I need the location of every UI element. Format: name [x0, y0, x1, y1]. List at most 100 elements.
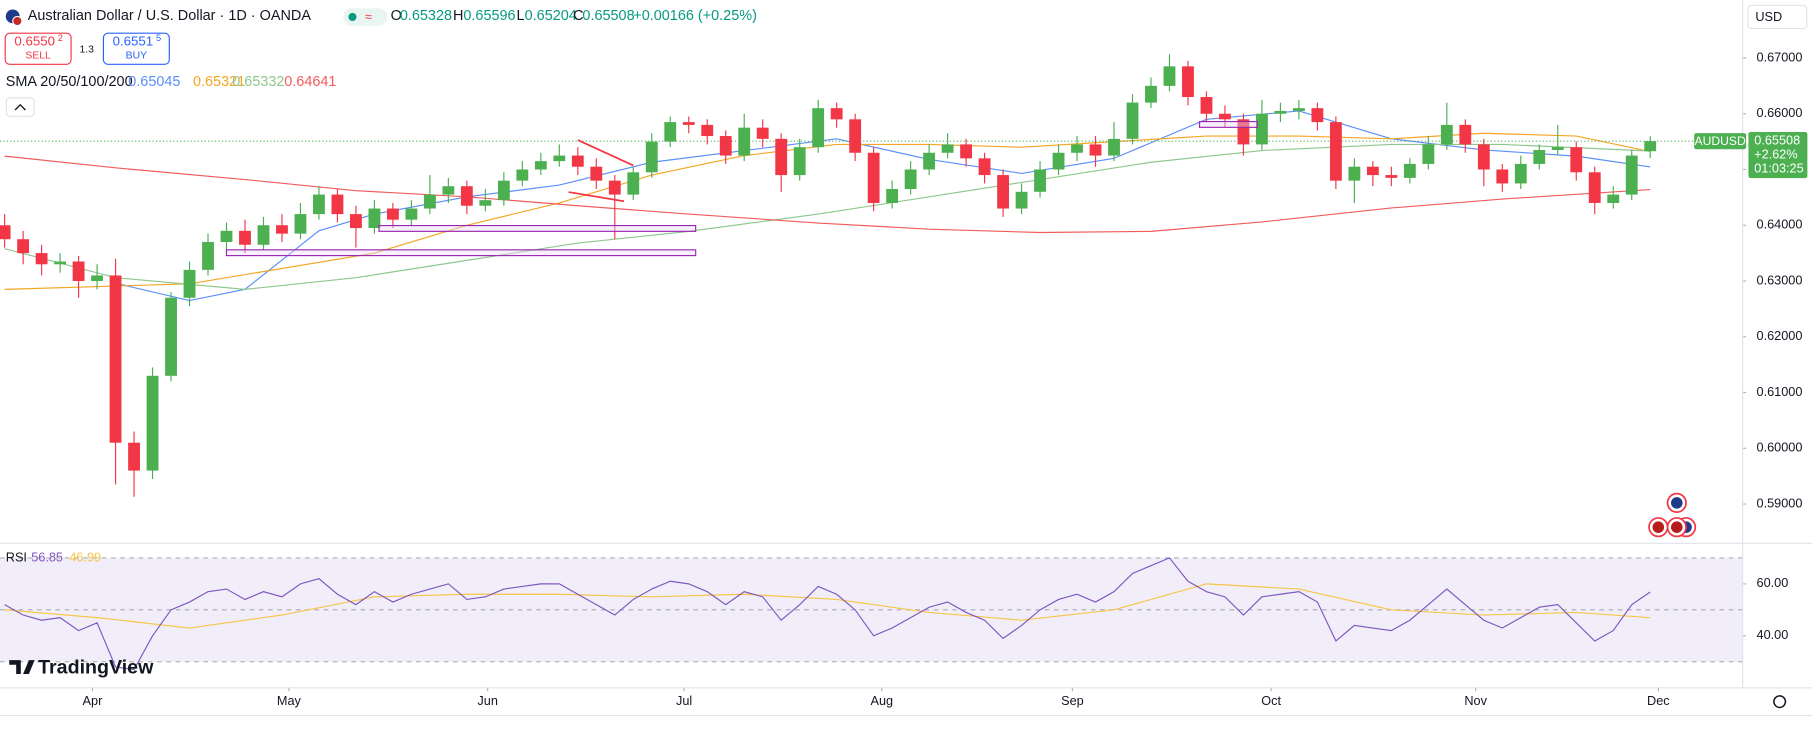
sma-line [4, 155, 1651, 234]
buy-button[interactable] [102, 32, 170, 65]
y-tick-label: 0.59000 [1757, 495, 1803, 510]
candle-body [1071, 144, 1083, 153]
ohlc-key: L [517, 8, 525, 24]
sma-legend-value: 0.64641 [284, 74, 336, 90]
event-flag-icon [1671, 497, 1683, 509]
candle-body [571, 155, 584, 167]
candle-body [867, 152, 880, 203]
y-tick-label: 0.60000 [1757, 440, 1803, 455]
symbol-title: Australian Dollar / U.S. Dollar · 1D · O… [28, 8, 312, 24]
candle-body [701, 124, 714, 137]
rsi-title: RSI [6, 550, 27, 565]
candle-body [202, 241, 214, 270]
sma-legend-value: 0.65045 [128, 74, 180, 90]
candle-body [1237, 119, 1250, 145]
candle-body [719, 136, 732, 156]
y-tick-label: 60.00 [1757, 575, 1789, 590]
ohlc-key: C [573, 8, 583, 24]
rsi-ma-value: 46.99 [69, 550, 101, 565]
collapse-button[interactable] [5, 97, 35, 117]
candle-body [960, 144, 973, 159]
spread: 1.3 [79, 45, 94, 56]
candle-body [1366, 166, 1379, 176]
y-tick-label: 0.61000 [1757, 384, 1803, 399]
y-tick-label: 0.62000 [1757, 328, 1803, 343]
x-tick-label: Apr [83, 693, 104, 708]
candle-body [775, 138, 788, 176]
candle-body [997, 175, 1009, 209]
candle-body [1015, 191, 1028, 209]
sell-button[interactable] [4, 32, 72, 65]
currency-button[interactable] [1747, 4, 1808, 30]
y-tick-label: 0.66000 [1757, 105, 1803, 120]
candle-body [17, 239, 30, 254]
candle-body [1440, 124, 1453, 145]
rsi-pane: 60.00 40.00 [0, 557, 1789, 671]
x-tick-label: May [277, 693, 302, 708]
settings-icon[interactable] [1773, 695, 1787, 709]
status-pill[interactable] [343, 8, 388, 26]
candle-body [1292, 108, 1305, 111]
candle-body [627, 172, 640, 195]
trend-line [568, 191, 625, 203]
y-tick-label: 0.67000 [1757, 49, 1803, 64]
candle-body [0, 225, 11, 240]
candle-body [1403, 163, 1416, 178]
candle-body [239, 230, 251, 245]
candle-body [1422, 144, 1435, 164]
price-badge [1748, 131, 1808, 179]
sell-pip: 2 [58, 33, 63, 43]
candle-body [183, 269, 196, 298]
candle-body [886, 189, 899, 203]
x-tick-label: Aug [870, 693, 893, 708]
candle-body [1219, 113, 1231, 120]
candle-body [1477, 144, 1490, 170]
zone-box [1198, 120, 1258, 128]
price-pane: 0.670000.660000.650000.640000.630000.620… [0, 49, 1802, 510]
y-tick-label: 0.63000 [1757, 272, 1803, 287]
candle-body [220, 230, 233, 242]
candle-body [54, 261, 67, 265]
candle-body [1459, 124, 1472, 145]
candle-body [350, 214, 362, 229]
x-tick-label: Nov [1464, 693, 1487, 708]
zone-box [378, 224, 697, 232]
rsi-value: 56.85 [31, 550, 63, 565]
rsi-line [4, 557, 1651, 671]
chevron-icon [14, 103, 26, 111]
candle-body [368, 208, 381, 229]
candle-body [313, 194, 325, 215]
candle-body [1644, 141, 1657, 152]
candle-body [331, 194, 344, 215]
sma-line [4, 143, 1651, 290]
y-tick-label: 40.00 [1757, 627, 1789, 642]
buy-pip: 5 [156, 33, 161, 43]
candle-body [405, 208, 418, 220]
candle-body [830, 108, 843, 120]
ohlc-value: 0.65596 [463, 8, 515, 24]
status-icon: ≈ [365, 9, 372, 24]
candle-body [1126, 102, 1139, 139]
ohlc-value: 0.65508 [582, 8, 634, 24]
candle-body [1052, 152, 1065, 170]
price-badge-change: +2.62% [1754, 146, 1797, 161]
x-tick-label: Dec [1647, 693, 1670, 708]
candle-body [128, 442, 140, 471]
candle-body [479, 200, 492, 206]
candle-body [553, 155, 566, 162]
candle-body [534, 161, 547, 170]
candle-body [849, 119, 862, 153]
candle-body [1514, 163, 1527, 184]
sma-legend-value: 0.65332 [232, 74, 284, 90]
candle-body [1034, 169, 1046, 192]
x-tick-label: Jun [477, 693, 497, 708]
candle-body [442, 186, 455, 195]
price-badge-countdown: 01:03:25 [1754, 160, 1803, 175]
market-status [348, 12, 357, 22]
candle-body [756, 127, 769, 139]
candle-body [146, 375, 159, 471]
candle-body [904, 169, 917, 190]
